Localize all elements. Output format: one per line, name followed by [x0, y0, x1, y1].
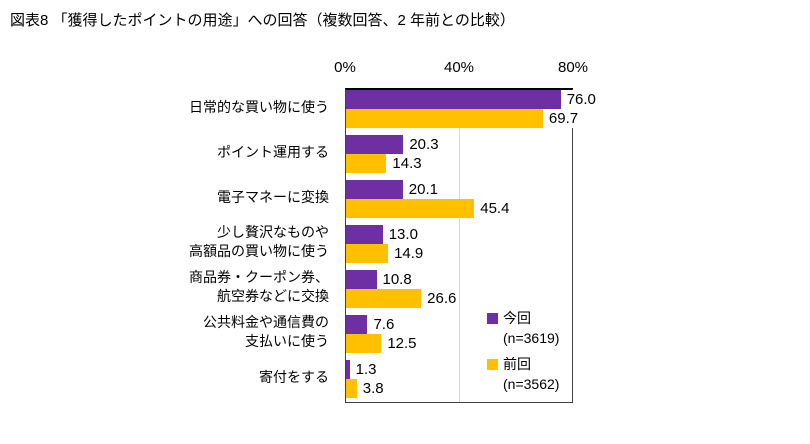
chart-title: 図表8 「獲得したポイントの用途」への回答（複数回答、2 年前との比較）: [10, 12, 515, 29]
value-label-current: 13.0: [387, 225, 419, 244]
value-label-previous: 12.5: [386, 334, 418, 353]
legend-label-previous: 前回: [503, 356, 531, 372]
bar-previous: [346, 244, 389, 263]
category-label: 日常的な買い物に使う: [189, 98, 329, 115]
bar-previous: [346, 154, 387, 173]
legend: 今回 (n=3619) 前回 (n=3562): [487, 308, 559, 400]
legend-label-current: 今回: [503, 310, 531, 326]
x-axis: 0% 40% 80%: [0, 59, 810, 79]
legend-swatch-previous-icon: [487, 358, 498, 370]
plot-area: 76.0 69.7 20.3 14.3 20.1 45.4 13.0 14.9 10.8 26.6…: [345, 88, 597, 405]
category-label: 商品券・クーポン券、 航空券などに交換: [189, 269, 329, 304]
legend-n-previous: (n=3562): [503, 376, 560, 392]
axis-tick-0: 0%: [334, 59, 356, 76]
value-label-previous: 26.6: [426, 289, 458, 308]
bar-current: [346, 360, 350, 379]
bar-current: [346, 315, 368, 334]
bar-previous: [346, 199, 475, 218]
value-label-previous: 14.3: [391, 154, 423, 173]
value-label-current: 7.6: [372, 315, 396, 334]
value-label-previous: 3.8: [361, 379, 385, 398]
category-labels: 日常的な買い物に使うポイント運用する 電子マネーに変換少し贅沢なものや 高額品の買い…: [0, 88, 337, 403]
bar-group: 20.3 14.3: [346, 135, 572, 180]
bar-group: 76.0 69.7: [346, 90, 597, 135]
legend-swatch-current-icon: [487, 312, 498, 324]
bar-current: [346, 90, 561, 109]
bar-previous: [346, 379, 357, 398]
bar-current: [346, 270, 377, 289]
axis-tick-80: 80%: [557, 59, 589, 76]
value-label-previous: 69.7: [547, 109, 580, 128]
category-label: ポイント運用する: [217, 143, 329, 160]
value-label-previous: 14.9: [393, 244, 425, 263]
category-label: 電子マネーに変換: [217, 188, 329, 205]
value-label-current: 10.8: [381, 270, 413, 289]
gridline-40pct: [459, 90, 460, 402]
bar-current: [346, 135, 404, 154]
legend-item-current: 今回: [487, 308, 559, 328]
bar-previous: [346, 109, 543, 128]
bar-group: 13.0 14.9: [346, 225, 572, 270]
bar-group: 7.6 12.5: [346, 315, 572, 360]
value-label-previous: 45.4: [479, 199, 511, 218]
legend-item-previous: 前回: [487, 354, 559, 374]
category-label: 少し贅沢なものや 高額品の買い物に使う: [189, 224, 329, 259]
category-label: 公共料金や通信費の 支払いに使う: [203, 314, 329, 349]
legend-n-current: (n=3619): [503, 330, 560, 346]
bar-group: 1.3 3.8: [346, 360, 572, 405]
bar-previous: [346, 289, 422, 308]
value-label-current: 76.0: [565, 90, 597, 109]
bar-group: 10.8 26.6: [346, 270, 572, 315]
bar-group: 20.1 45.4: [346, 180, 572, 225]
value-label-current: 20.1: [407, 180, 439, 199]
bar-previous: [346, 334, 382, 353]
value-label-current: 1.3: [354, 360, 378, 379]
bar-current: [346, 180, 403, 199]
category-label: 寄付をする: [259, 368, 329, 385]
axis-tick-40: 40%: [443, 59, 475, 76]
value-label-current: 20.3: [408, 135, 440, 154]
bar-current: [346, 225, 383, 244]
